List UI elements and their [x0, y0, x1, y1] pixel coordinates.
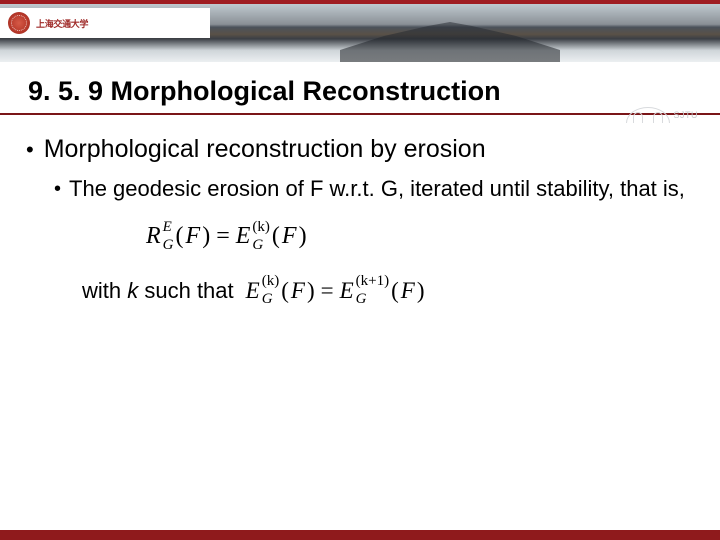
text-such-that: such that: [138, 278, 233, 303]
paren-close: ): [307, 278, 315, 304]
sym-k: k: [127, 278, 138, 303]
with-k-text: with k such that: [82, 278, 234, 304]
paren-open: (: [281, 278, 289, 304]
supsub-RE-G: E G: [163, 225, 174, 249]
sup-k: (k): [262, 275, 280, 287]
sym-F: F: [282, 223, 297, 250]
slide-body: • Morphological reconstruction by erosio…: [0, 115, 720, 304]
paren-close: ): [202, 223, 210, 250]
paren-close: ): [299, 223, 307, 250]
watermark-label: SJTU: [674, 110, 699, 120]
sup-k-plus-1: (k+1): [356, 275, 389, 287]
sym-F: F: [401, 278, 415, 304]
supsub-k-G: (k) G: [262, 279, 280, 303]
sym-E: E: [236, 223, 251, 250]
paren-open: (: [176, 223, 184, 250]
text-with: with: [82, 278, 127, 303]
supsub-k1-G: (k+1) G: [356, 279, 389, 303]
header-banner: 上海交通大学: [0, 0, 720, 62]
bullet-l1-text: Morphological reconstruction by erosion: [44, 135, 486, 164]
bullet-dot-icon: •: [54, 175, 61, 203]
paren-open: (: [272, 223, 280, 250]
bullet-l2-text: The geodesic erosion of F w.r.t. G, iter…: [69, 175, 685, 203]
bullet-level-1: • Morphological reconstruction by erosio…: [26, 135, 694, 165]
formula-reconstruction: R E G ( F ) = E (k) G ( F ): [146, 223, 694, 250]
sym-eq: =: [216, 223, 230, 250]
sub-G: G: [262, 293, 280, 305]
gate-arch-icon: [626, 107, 670, 123]
with-k-line: with k such that E (k) G ( F ) = E (k+1)…: [82, 278, 694, 304]
sym-F: F: [291, 278, 305, 304]
sup-E: E: [163, 221, 174, 233]
supsub-k-G: (k) G: [252, 225, 270, 249]
sym-eq: =: [321, 278, 334, 304]
university-name: 上海交通大学: [36, 17, 88, 30]
sup-k: (k): [252, 221, 270, 233]
sub-G: G: [163, 239, 174, 251]
footer-accent-bar: [0, 530, 720, 540]
bullet-level-2: • The geodesic erosion of F w.r.t. G, it…: [54, 175, 694, 203]
title-area: 9. 5. 9 Morphological Reconstruction SJT…: [0, 62, 720, 115]
sym-R: R: [146, 223, 161, 250]
sub-G: G: [252, 239, 270, 251]
sym-E: E: [246, 278, 260, 304]
university-logo-strip: 上海交通大学: [0, 8, 210, 38]
sym-F: F: [186, 223, 201, 250]
formula-stability: E (k) G ( F ) = E (k+1) G ( F ): [246, 278, 425, 304]
sub-G: G: [356, 293, 389, 305]
sym-E: E: [340, 278, 354, 304]
sjtu-watermark: SJTU: [626, 107, 699, 123]
roof-decoration: [340, 22, 560, 62]
slide-title: 9. 5. 9 Morphological Reconstruction: [28, 76, 692, 107]
sjtu-seal-icon: [8, 12, 30, 34]
paren-open: (: [391, 278, 399, 304]
paren-close: ): [417, 278, 425, 304]
bullet-dot-icon: •: [26, 135, 34, 165]
